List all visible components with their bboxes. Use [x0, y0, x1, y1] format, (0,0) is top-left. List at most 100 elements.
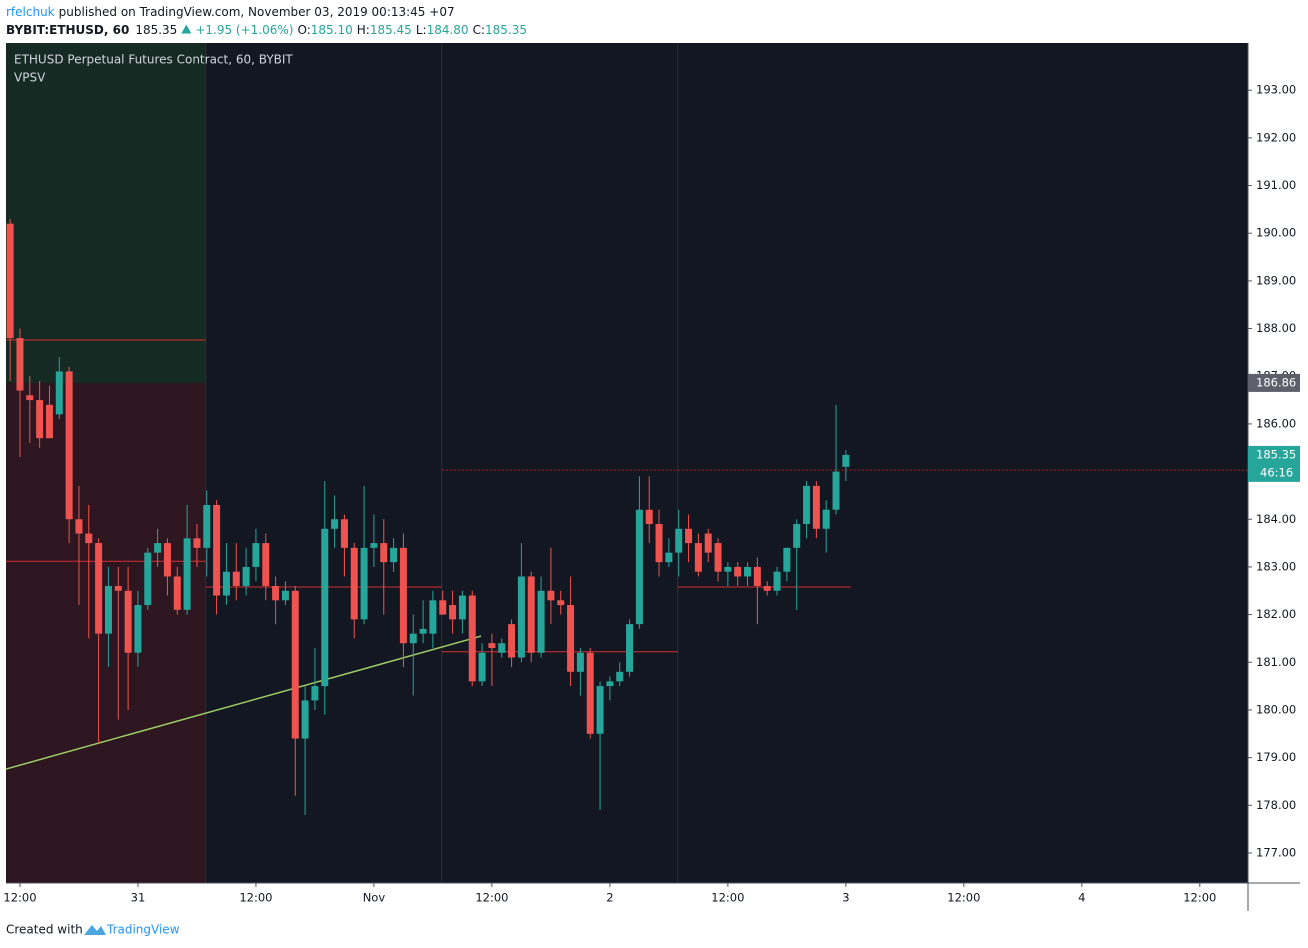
- change: +1.95 (+1.06%): [195, 23, 293, 37]
- candle-body: [340, 519, 348, 548]
- y-tick-label: 178.00: [1256, 798, 1296, 812]
- ohlc-h: H:: [357, 23, 370, 37]
- candle-body: [331, 519, 339, 529]
- symbol: BYBIT:ETHUSD, 60: [6, 23, 129, 37]
- candle-body: [85, 533, 93, 544]
- candle-body: [222, 571, 230, 596]
- candle-body: [399, 547, 407, 644]
- candle-body: [301, 700, 309, 739]
- candle-body: [203, 504, 211, 548]
- zone-level-box: [1248, 373, 1300, 392]
- x-tick-label: 12:00: [711, 891, 744, 905]
- candle-body: [390, 547, 398, 563]
- plot: [5, 43, 1248, 883]
- x-tick-label: Nov: [363, 891, 386, 905]
- up-arrow: [181, 24, 192, 34]
- ohlc-l-value: 184.80: [427, 23, 469, 37]
- candle-body: [832, 471, 840, 510]
- y-tick-label: 192.00: [1256, 130, 1296, 144]
- y-tick-label: 190.00: [1256, 226, 1296, 240]
- candle-body: [557, 600, 565, 606]
- y-tick-label: 184.00: [1256, 512, 1296, 526]
- candle-body: [75, 519, 83, 534]
- y-tick-label: 188.00: [1256, 321, 1296, 335]
- candle-body: [458, 595, 466, 620]
- candle-body: [26, 395, 34, 401]
- candle-body: [655, 524, 663, 563]
- ohlc-o: O:: [297, 23, 310, 37]
- candle-body: [724, 566, 732, 572]
- candle-body: [449, 605, 457, 620]
- y-tick-label: 177.00: [1256, 845, 1296, 859]
- candle-body: [753, 566, 761, 586]
- candle-body: [232, 571, 240, 586]
- candle-body: [173, 576, 181, 610]
- last-price-box: [1248, 445, 1300, 482]
- published: published on TradingView.com, November 0…: [59, 5, 455, 19]
- candle-body: [488, 643, 496, 648]
- candle-body: [606, 681, 614, 687]
- y-tick-label: 186.00: [1256, 416, 1296, 430]
- candle-body: [822, 509, 830, 529]
- ohlc-o-value: 185.10: [311, 23, 353, 37]
- candle-body: [370, 543, 378, 548]
- candle-body: [478, 652, 486, 682]
- candle-body: [586, 652, 594, 734]
- y-tick-label: 181.00: [1256, 655, 1296, 669]
- zone-level-label: 186.86: [1256, 375, 1296, 389]
- candle-body: [291, 590, 299, 739]
- header-line1: rfelchuk published on TradingView.com, No…: [6, 5, 455, 19]
- y-tick-label: 180.00: [1256, 702, 1296, 716]
- candle-body: [409, 633, 417, 644]
- candle-body: [626, 624, 634, 672]
- trend-line: [5, 635, 482, 770]
- candle-body: [183, 538, 191, 610]
- candle-body: [635, 509, 643, 625]
- candle-body: [527, 576, 535, 653]
- candle-body: [793, 524, 801, 548]
- candle-body: [783, 547, 791, 572]
- x-tick-label: 12:00: [947, 891, 980, 905]
- candle-body: [576, 652, 584, 672]
- candle-body: [429, 600, 437, 634]
- y-tick-label: 189.00: [1256, 273, 1296, 287]
- candle-body: [114, 585, 122, 591]
- candle-body: [567, 605, 575, 672]
- candle-body: [665, 552, 673, 563]
- candle-body: [616, 671, 624, 682]
- candle-body: [360, 547, 368, 620]
- candle-body: [803, 485, 811, 525]
- candle-body: [311, 686, 319, 701]
- ohlc-c-value: 185.35: [485, 23, 527, 37]
- candle-body: [154, 543, 162, 553]
- candle-body: [321, 528, 329, 687]
- y-tick-label: 179.00: [1256, 750, 1296, 764]
- y-tick-label: 191.00: [1256, 178, 1296, 192]
- candle-body: [537, 590, 545, 653]
- candle-body: [685, 528, 693, 544]
- author: rfelchuk: [6, 5, 55, 19]
- candle-body: [16, 338, 24, 391]
- x-tick-label: 12:00: [3, 891, 36, 905]
- ohlc-l: L:: [416, 23, 427, 37]
- y-tick-label: 182.00: [1256, 607, 1296, 621]
- candle-body: [704, 533, 712, 553]
- candle-body: [734, 566, 742, 577]
- candle-body: [498, 643, 506, 653]
- x-tick-label: 12:00: [475, 891, 508, 905]
- candle-body: [517, 576, 525, 658]
- candle-body: [193, 538, 201, 548]
- candle-body: [45, 404, 53, 439]
- candle-body: [508, 624, 516, 658]
- countdown-label: 46:16: [1260, 465, 1293, 479]
- last-price-label: 185.35: [1256, 447, 1296, 461]
- header-line2: BYBIT:ETHUSD, 60 185.35 +1.95 (+1.06%) O:18…: [6, 23, 527, 37]
- chart-title: ETHUSD Perpetual Futures Contract, 60, B…: [14, 53, 293, 67]
- candle-body: [65, 371, 73, 520]
- x-tick-label: 3: [842, 891, 849, 905]
- y-tick-label: 193.00: [1256, 83, 1296, 97]
- candle-body: [104, 585, 112, 634]
- candle-body: [675, 528, 683, 553]
